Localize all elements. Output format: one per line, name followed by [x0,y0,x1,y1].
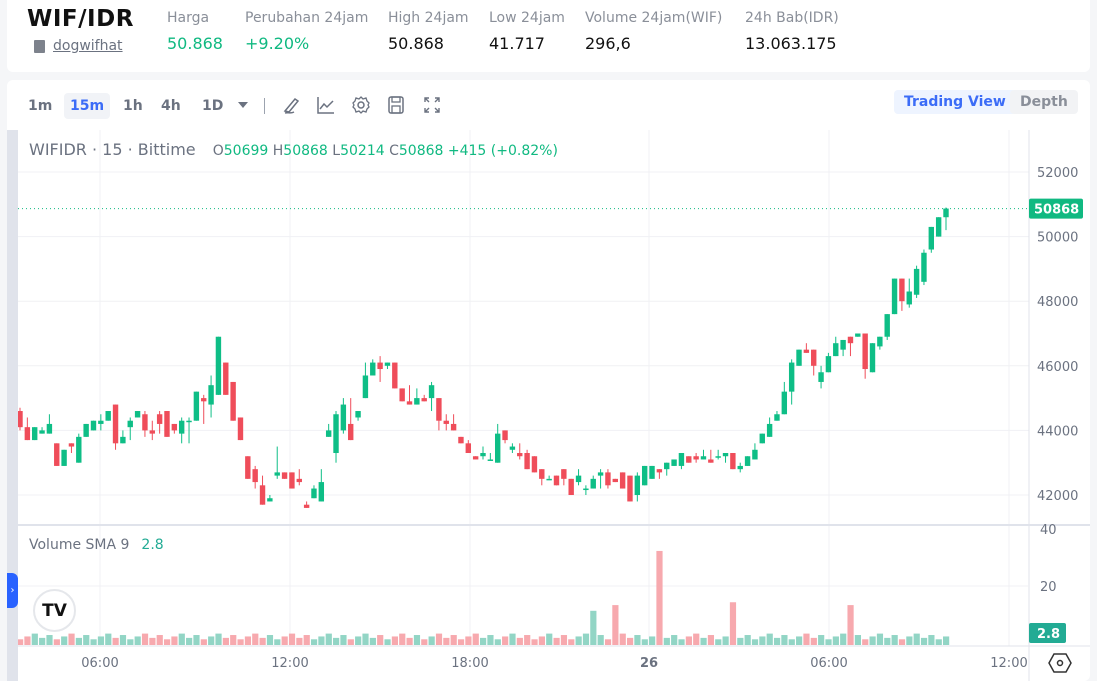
timeframe-1d[interactable]: 1D [202,98,224,114]
tradingview-logo[interactable]: TV [33,589,76,632]
stat-label: Volume 24jam(WIF) [585,10,723,26]
depth-tab[interactable]: Depth [1010,90,1078,114]
timeframe-15m[interactable]: 15m [64,93,111,119]
high-value: 50868 [283,143,328,159]
stat-change-24h: Perubahan 24jam +9.20% [245,10,368,53]
coin-name: dogwifhat [53,38,123,54]
low-value: 50214 [340,143,385,159]
stat-value: 13.063.175 [745,34,837,53]
stat-turnover-24h: 24h Bab(IDR) 13.063.175 [745,10,839,53]
save-icon[interactable] [386,95,406,115]
timeframe-dropdown-icon[interactable] [238,102,248,108]
stat-label: Low 24jam [489,10,565,26]
stat-value: 41.717 [489,34,545,53]
stat-value: 50.868 [167,34,223,53]
svg-text:06:00: 06:00 [81,656,118,671]
svg-text:46000: 46000 [1037,360,1078,375]
volume-legend: Volume SMA 9 2.8 [29,537,164,553]
fullscreen-icon[interactable] [422,95,442,115]
sidebar-expand-button[interactable]: › [7,573,18,608]
toolbar-divider [264,98,265,114]
stat-high-24h: High 24jam 50.868 [388,10,469,53]
timeframe-1m[interactable]: 1m [28,98,53,114]
drawing-sidebar-strip [7,130,18,681]
coin-info-link[interactable]: dogwifhat [34,38,123,54]
svg-text:50000: 50000 [1037,231,1078,246]
stat-price: Harga 50.868 [167,10,223,53]
stat-value: +9.20% [245,34,310,53]
stat-value: 50.868 [388,34,444,53]
close-value: 50868 [398,143,444,159]
market-header: WIF/IDR dogwifhat Harga 50.868 Perubahan… [7,0,1090,72]
gear-icon[interactable] [351,95,371,115]
candlestick-chart[interactable]: 52000 50000 48000 46000 44000 42000 40 20 06:00 1… [7,130,1090,681]
open-value: 50699 [223,143,269,159]
trading-view-tab[interactable]: Trading View [894,90,1016,114]
ohlc-values: O50699 H50868 L50214 C50868 +415 (+0.82%… [212,143,558,159]
svg-text:44000: 44000 [1037,424,1078,439]
svg-text:26: 26 [640,656,658,671]
timeframe-4h[interactable]: 4h [161,98,181,114]
pair-title: WIF/IDR [27,6,134,32]
svg-text:12:00: 12:00 [271,656,308,671]
stat-label: Harga [167,10,210,26]
volume-label: Volume SMA 9 [29,537,130,553]
indicator-chart-icon[interactable] [316,95,336,115]
change-value: +415 (+0.82%) [447,143,558,159]
stat-label: 24h Bab(IDR) [745,10,839,26]
svg-text:2.8: 2.8 [1037,627,1060,642]
stat-value: 296,6 [585,34,631,53]
chart-toolbar: 1m 15m 1h 4h 1D Trading View Depth [7,80,1090,130]
timeframe-1h[interactable]: 1h [123,98,143,114]
svg-text:06:00: 06:00 [810,656,847,671]
symbol-label: WIFIDR · 15 · Bittime [29,140,196,159]
svg-text:12:00: 12:00 [990,656,1027,671]
volume-sma-value: 2.8 [141,537,164,553]
chart-panel: 1m 15m 1h 4h 1D Trading View Depth 52000… [7,80,1090,681]
svg-text:20: 20 [1040,580,1057,595]
book-icon [34,39,45,53]
symbol-legend: WIFIDR · 15 · Bittime O50699 H50868 L502… [29,140,558,159]
svg-text:18:00: 18:00 [451,656,488,671]
pencil-icon[interactable] [282,95,302,115]
svg-text:50868: 50868 [1034,203,1079,218]
svg-text:48000: 48000 [1037,295,1078,310]
stat-low-24h: Low 24jam 41.717 [489,10,565,53]
svg-text:42000: 42000 [1037,489,1078,504]
stat-volume-24h: Volume 24jam(WIF) 296,6 [585,10,722,53]
stat-label: High 24jam [388,10,469,26]
stat-label: Perubahan 24jam [245,10,369,26]
svg-text:52000: 52000 [1037,166,1078,181]
svg-text:40: 40 [1040,523,1057,538]
tradingview-chart[interactable]: 52000 50000 48000 46000 44000 42000 40 20 06:00 1… [7,130,1090,681]
